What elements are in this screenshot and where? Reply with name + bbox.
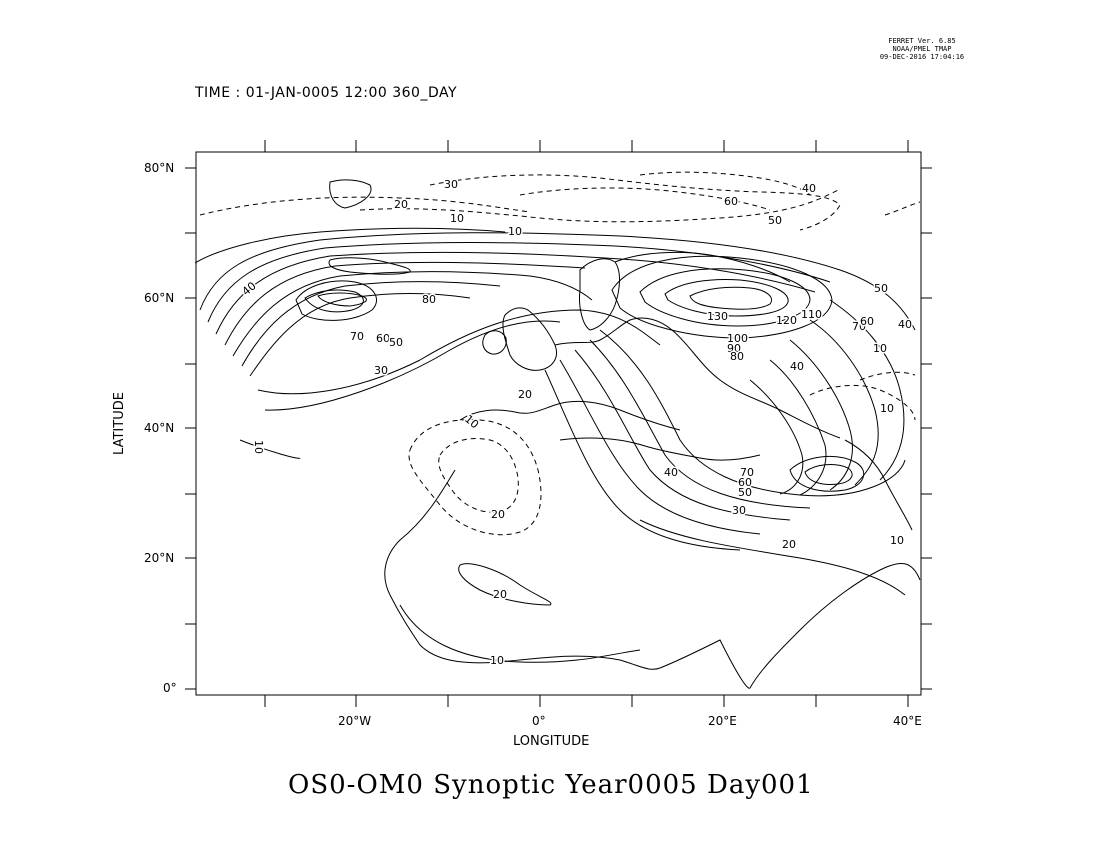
contour-label: 20 bbox=[491, 508, 505, 521]
contour-label: 120 bbox=[776, 314, 797, 327]
ferret-stamp: FERRET Ver. 6.85 NOAA/PMEL TMAP 09-DEC-2… bbox=[862, 37, 982, 61]
contour-label: 10 bbox=[873, 342, 887, 355]
contour-label: 130 bbox=[707, 310, 728, 323]
contour-label: 60 bbox=[738, 476, 752, 489]
contour-label: 50 bbox=[874, 282, 888, 295]
contour-label: 50 bbox=[738, 486, 752, 499]
contour-label: 90 bbox=[727, 342, 741, 355]
contour-label: 10 bbox=[880, 402, 894, 415]
y-tick-label: 0° bbox=[163, 681, 177, 695]
contour-label: 30 bbox=[374, 364, 388, 377]
contour-label: 20 bbox=[518, 388, 532, 401]
contour-label: 80 bbox=[422, 293, 436, 306]
contour-label: 10 bbox=[252, 440, 265, 454]
contour-label: 80 bbox=[730, 350, 744, 363]
x-axis-label: LONGITUDE bbox=[513, 734, 590, 749]
contour-label: 100 bbox=[727, 332, 748, 345]
axis-ticks bbox=[185, 140, 932, 707]
y-tick-label: 40°N bbox=[144, 421, 175, 435]
stamp-version: FERRET Ver. 6.85 bbox=[888, 37, 956, 45]
plot-frame bbox=[195, 151, 922, 696]
contour-label: 40 bbox=[790, 360, 804, 373]
x-tick-label: 0° bbox=[532, 714, 546, 728]
plot-title: OS0-OM0 Synoptic Year0005 Day001 bbox=[288, 770, 814, 800]
contour-label: 30 bbox=[444, 178, 458, 191]
contour-lines bbox=[194, 227, 916, 663]
contour-label: 10 bbox=[450, 212, 464, 225]
contour-label: 20 bbox=[782, 538, 796, 551]
y-axis-label: LATITUDE bbox=[111, 392, 127, 455]
x-tick-label: 20°W bbox=[338, 714, 372, 728]
stamp-org: NOAA/PMEL TMAP bbox=[892, 45, 952, 53]
contour-label: 10 bbox=[890, 534, 904, 547]
contour-label: 70 bbox=[740, 466, 754, 479]
time-label: TIME : 01-JAN-0005 12:00 360_DAY bbox=[195, 85, 458, 101]
contour-label: 30 bbox=[732, 504, 746, 517]
y-tick-label: 20°N bbox=[144, 551, 175, 565]
x-tick-label: 40°E bbox=[893, 714, 922, 728]
x-tick-label: 20°E bbox=[708, 714, 737, 728]
stamp-date: 09-DEC-2016 17:04:16 bbox=[879, 53, 965, 61]
coastlines bbox=[328, 179, 921, 689]
contour-label: 110 bbox=[801, 308, 822, 321]
contour-label: 40 bbox=[664, 466, 678, 479]
contour-label: 50 bbox=[389, 336, 403, 349]
y-tick-label: 60°N bbox=[144, 291, 175, 305]
contour-label: 10 bbox=[508, 225, 522, 238]
contour-label: 10 bbox=[490, 654, 504, 667]
contour-label: 60 bbox=[376, 332, 390, 345]
contour-label: 60 bbox=[860, 315, 874, 328]
contour-label: 70 bbox=[350, 330, 364, 343]
contour-label: 10 bbox=[462, 412, 481, 431]
contour-label: 60 bbox=[724, 195, 738, 208]
contour-label: 20 bbox=[493, 588, 507, 601]
y-tick-label: 80°N bbox=[144, 161, 175, 175]
contour-label: 40 bbox=[898, 318, 912, 331]
dashed-contours bbox=[199, 171, 921, 536]
contour-label: 70 bbox=[852, 320, 866, 333]
contour-label: 20 bbox=[394, 198, 408, 211]
contour-label: 50 bbox=[768, 214, 782, 227]
contour-label: 40 bbox=[802, 182, 816, 195]
